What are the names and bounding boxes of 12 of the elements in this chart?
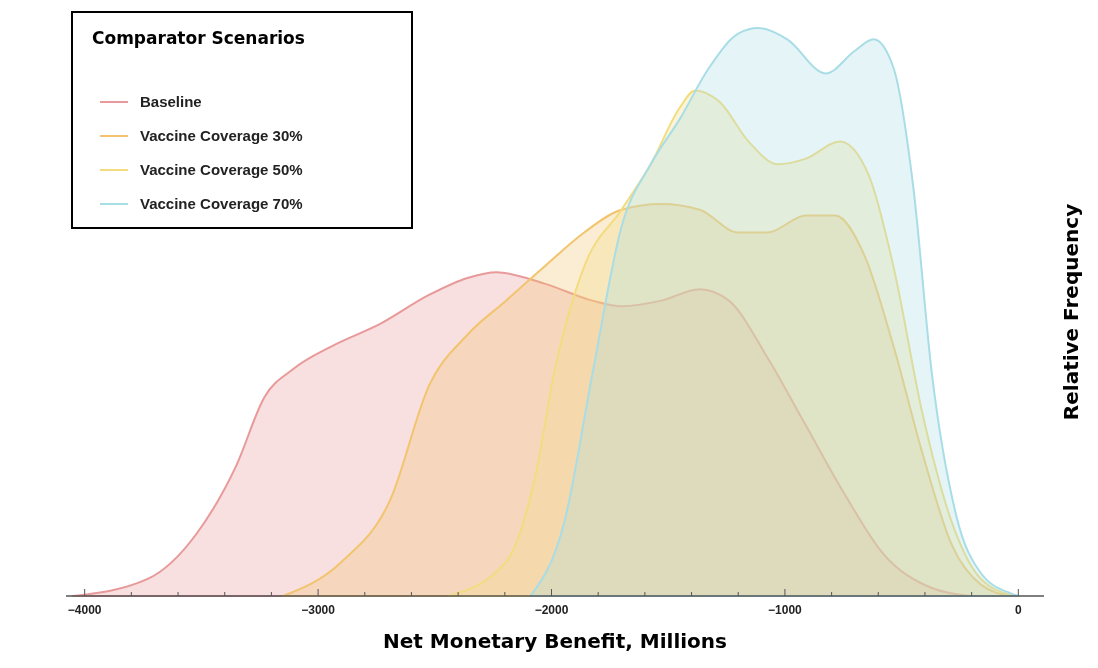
x-tick-label: −4000 — [67, 603, 102, 617]
x-tick-label: 0 — [1014, 603, 1022, 617]
legend-label: Vaccine Coverage 50% — [140, 161, 303, 178]
x-tick-label: −2000 — [534, 603, 569, 617]
legend-label: Vaccine Coverage 30% — [140, 127, 303, 144]
x-axis-title: Net Monetary Benefit, Millions — [383, 629, 727, 653]
x-tick-label: −1000 — [768, 603, 803, 617]
legend-label: Baseline — [140, 93, 202, 110]
x-tick-label: −3000 — [301, 603, 336, 617]
y-axis-title: Relative Frequency — [1059, 203, 1083, 421]
legend-label: Vaccine Coverage 70% — [140, 195, 303, 212]
legend-title: Comparator Scenarios — [92, 28, 305, 48]
